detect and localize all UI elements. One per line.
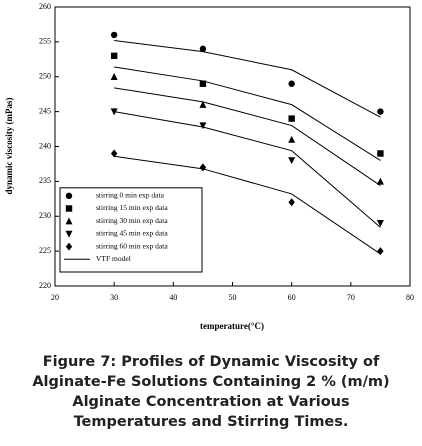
marker (199, 100, 207, 108)
marker (288, 198, 295, 207)
marker (376, 220, 384, 227)
legend-marker (65, 217, 73, 225)
y-tick-label: 230 (39, 211, 51, 220)
marker (110, 108, 118, 116)
legend-label: stirring 15 min exp data (96, 203, 168, 212)
x-axis-label: temperature(°C) (200, 321, 264, 331)
marker (110, 31, 118, 39)
marker (199, 80, 207, 87)
legend-label: VTF model (96, 254, 131, 263)
x-tick-label: 30 (110, 293, 118, 302)
marker (110, 73, 118, 80)
caption-line: Figure 7: Profiles of Dynamic Viscosity … (42, 354, 380, 370)
model-line (114, 155, 381, 255)
marker (288, 157, 296, 165)
legend-label: stirring 60 min exp data (96, 241, 168, 250)
x-tick-label: 50 (229, 293, 237, 302)
x-tick-label: 70 (347, 293, 355, 302)
marker (199, 45, 207, 53)
model-line (114, 39, 381, 118)
legend-marker (65, 230, 73, 238)
y-tick-label: 245 (39, 106, 51, 115)
legend-label: stirring 30 min exp data (96, 216, 168, 225)
y-tick-label: 260 (39, 2, 51, 11)
marker (288, 115, 295, 122)
y-tick-label: 220 (39, 281, 51, 290)
marker (199, 163, 207, 172)
chart: temperature(°C) dynamic viscosity (mPas)… (4, 2, 414, 331)
caption-line: Alginate Concentration at Various (72, 394, 350, 410)
caption-line: Temperatures and Stirring Times. (73, 414, 349, 430)
x-tick-label: 80 (406, 293, 414, 302)
legend-marker (65, 242, 73, 251)
y-tick-label: 250 (39, 72, 51, 81)
legend-marker (65, 205, 73, 212)
x-tick-label: 40 (169, 293, 177, 302)
marker (288, 80, 295, 87)
marker (110, 52, 118, 60)
legend-label: stirring 0 min exp data (96, 191, 165, 200)
marker (377, 150, 384, 157)
model-line (114, 111, 381, 228)
caption: Figure 7: Profiles of Dynamic Viscosity … (0, 352, 422, 432)
y-tick-label: 240 (39, 141, 51, 150)
y-tick-label: 255 (39, 37, 51, 46)
marker (288, 135, 296, 143)
marker (377, 247, 384, 256)
legend-box (59, 187, 203, 273)
marker (377, 108, 384, 115)
legend-marker (65, 192, 73, 199)
y-axis-label: dynamic viscosity (mPas) (4, 98, 14, 195)
model-line (114, 87, 381, 186)
model-line (114, 66, 381, 161)
caption-line: Alginate-Fe Solutions Containing 2 % (m/… (32, 374, 390, 390)
y-tick-label: 225 (39, 246, 51, 255)
x-tick-label: 60 (288, 293, 296, 302)
y-tick-label: 235 (39, 176, 51, 185)
marker (110, 149, 118, 158)
legend-label: stirring 45 min exp data (96, 229, 168, 238)
marker (376, 177, 384, 185)
x-tick-label: 20 (51, 293, 59, 302)
marker (199, 122, 207, 130)
